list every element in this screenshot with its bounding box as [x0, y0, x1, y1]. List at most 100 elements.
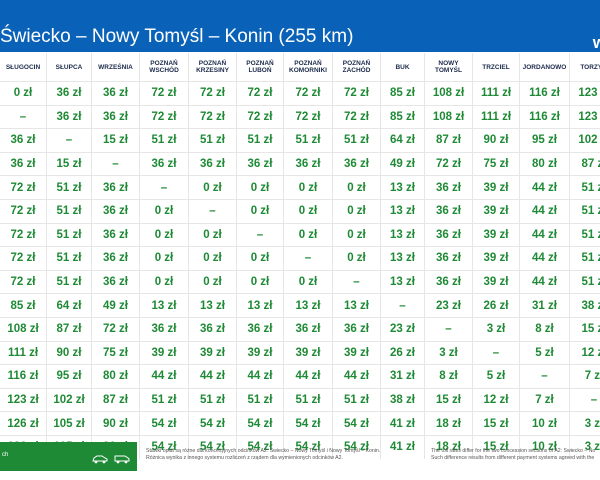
toll-cell: 44 zł — [188, 364, 237, 389]
toll-cell: 123 zł — [0, 387, 47, 412]
toll-cell: 54 zł — [139, 411, 189, 436]
toll-cell: 51 zł — [46, 246, 92, 271]
toll-cell: 51 zł — [332, 128, 381, 153]
table-row: 72 zł 51 zł 36 zł 0 zł –0 zł 0 zł 0 zł 13 zł 36 … — [0, 198, 600, 224]
toll-cell: 72 zł — [91, 316, 140, 342]
toll-cell: 72 zł — [139, 104, 189, 129]
toll-cell: 26 zł — [472, 293, 520, 318]
toll-cell: 36 zł — [139, 151, 189, 176]
table-row: 72 zł 51 zł 36 zł –0 zł 0 zł 0 zł 0 zł 13 zł 36 … — [0, 175, 600, 200]
toll-cell: 64 zł — [46, 293, 92, 318]
toll-cell: 108 zł — [424, 104, 473, 129]
toll-cell: 51 zł — [569, 222, 600, 247]
toll-cell: 39 zł — [139, 340, 189, 365]
toll-cell: 90 zł — [91, 411, 140, 436]
toll-cell: 36 zł — [283, 151, 333, 176]
toll-cell: 95 zł — [519, 128, 570, 153]
toll-cell: 13 zł — [139, 293, 189, 318]
toll-cell: 0 zł — [139, 269, 189, 294]
toll-cell: 72 zł — [424, 151, 473, 176]
toll-cell: 36 zł — [236, 151, 284, 176]
toll-cell: 15 zł — [424, 387, 473, 412]
toll-cell: 0 zł — [236, 198, 284, 224]
toll-cell: 51 zł — [188, 128, 237, 153]
toll-cell: 15 zł — [46, 151, 92, 176]
toll-cell: 15 zł — [472, 434, 520, 459]
toll-cell: 123 zł — [569, 104, 600, 129]
vehicle-class-panel: ch — [0, 442, 137, 471]
footer-note-polish: Stawki opłat są różne dla koncesyjnych o… — [146, 448, 386, 462]
toll-cell: 36 zł — [424, 198, 473, 224]
toll-cell: 44 zł — [332, 364, 381, 389]
column-header: TORZYM — [569, 53, 600, 82]
toll-cell: 36 zł — [332, 151, 381, 176]
toll-cell: 31 zł — [380, 364, 425, 389]
toll-cell: 13 zł — [380, 175, 425, 200]
column-header: SŁUPCA — [46, 53, 92, 82]
toll-cell: 0 zł — [283, 269, 333, 294]
toll-cell: 51 zł — [569, 198, 600, 224]
toll-cell: 126 zł — [0, 411, 47, 436]
toll-cell: 13 zł — [188, 293, 237, 318]
toll-cell: 87 zł — [46, 316, 92, 342]
toll-cell: 36 zł — [91, 104, 140, 129]
toll-cell: 18 zł — [424, 434, 473, 459]
table-row: 111 zł 90 zł 75 zł 39 zł 39 zł 39 zł 39 zł 39 z… — [0, 340, 600, 365]
toll-cell: 51 zł — [46, 269, 92, 294]
toll-cell: 39 zł — [236, 340, 284, 365]
toll-cell: 36 zł — [46, 104, 92, 129]
toll-cell: 102 zł — [569, 128, 600, 153]
toll-cell: 36 zł — [424, 269, 473, 294]
toll-cell: 49 zł — [91, 293, 140, 318]
toll-cell: 0 zł — [332, 175, 381, 200]
table-row: 36 zł –15 zł 51 zł 51 zł 51 zł 51 zł 51 zł 64 z… — [0, 128, 600, 153]
toll-cell: 5 zł — [519, 340, 570, 365]
column-header: POZNAŃ KRZESINY — [188, 53, 237, 82]
toll-cell: 0 zł — [0, 81, 47, 106]
toll-matrix-table: SŁUGOCIN SŁUPCA WRZEŚNIA POZNAŃ WSCHÓD POZNA… — [0, 53, 600, 459]
column-header: SŁUGOCIN — [5, 63, 41, 71]
toll-cell: 0 zł — [283, 175, 333, 200]
toll-cell: 51 zł — [139, 387, 189, 412]
toll-cell: 116 zł — [519, 81, 570, 106]
footer-note-english: The toll rates differ for the two conces… — [431, 448, 600, 462]
toll-cell: 13 zł — [380, 269, 425, 294]
toll-cell: 51 zł — [569, 246, 600, 271]
toll-cell: 75 zł — [91, 340, 140, 365]
toll-cell: 72 zł — [0, 198, 47, 224]
footer-note-english-line1: The toll rates differ for the two conces… — [431, 448, 596, 454]
toll-cell: 0 zł — [188, 269, 237, 294]
toll-cell: 36 zł — [139, 316, 189, 342]
toll-cell: 0 zł — [236, 246, 284, 271]
toll-cell: 51 zł — [569, 269, 600, 294]
toll-cell: 72 zł — [283, 81, 333, 106]
toll-cell: 72 zł — [283, 104, 333, 129]
toll-cell: 18 zł — [424, 411, 473, 436]
toll-cell: 51 zł — [46, 222, 92, 247]
toll-cell: 72 zł — [0, 269, 47, 294]
toll-cell: 13 zł — [332, 293, 381, 318]
toll-cell: 10 zł — [519, 411, 570, 436]
toll-cell: 51 zł — [283, 387, 333, 412]
toll-cell: 111 zł — [0, 340, 47, 365]
toll-cell: 39 zł — [472, 269, 520, 294]
toll-cell: 54 zł — [236, 411, 284, 436]
column-header: BUK — [380, 53, 425, 82]
toll-cell: 72 zł — [0, 246, 47, 271]
column-header: NOWY TOMYŚL — [424, 53, 473, 82]
toll-cell: 36 zł — [91, 222, 140, 247]
footer-note-polish-line2: Różnica wynika z innego systemu rozlicze… — [146, 455, 343, 461]
toll-cell: 8 zł — [519, 316, 570, 342]
toll-cell: 87 zł — [424, 128, 473, 153]
toll-cell: 54 zł — [332, 411, 381, 436]
toll-cell: 15 zł — [472, 411, 520, 436]
toll-cell: 13 zł — [236, 293, 284, 318]
toll-cell: 0 zł — [332, 198, 381, 224]
table-row: 108 zł 87 zł 72 zł 36 zł 36 zł 36 zł 36 zł 36 z… — [0, 316, 600, 342]
toll-cell: – — [472, 340, 520, 365]
toll-cell: 72 zł — [139, 81, 189, 106]
toll-cell: 36 zł — [283, 316, 333, 342]
toll-cell: 44 zł — [139, 364, 189, 389]
toll-cell: 44 zł — [283, 364, 333, 389]
